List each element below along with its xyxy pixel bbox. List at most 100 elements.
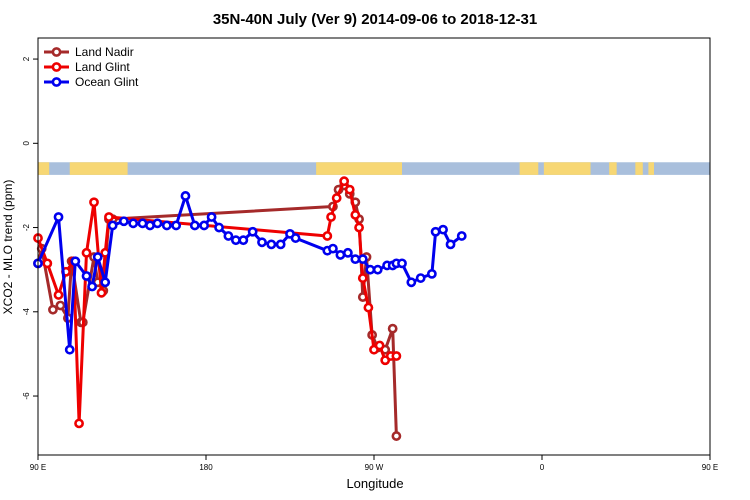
data-point	[326, 212, 336, 222]
data-point	[89, 197, 99, 208]
x-tick-label: 180	[199, 463, 213, 472]
data-point	[438, 224, 448, 235]
data-point	[372, 264, 383, 275]
data-point	[81, 247, 92, 258]
legend-marker	[51, 62, 62, 72]
data-point	[223, 231, 234, 241]
series-ocean-glint	[33, 191, 467, 355]
plot-frame	[37, 37, 711, 456]
x-axis: 90 E 180 90 W 0 90 E	[30, 455, 718, 472]
legend-marker	[51, 77, 62, 87]
data-point	[426, 268, 437, 279]
data-point	[365, 264, 376, 275]
data-point	[456, 231, 467, 241]
x-tick-label: 90 E	[30, 463, 46, 472]
chart-title: 35N-40N July (Ver 9) 2014-09-06 to 2018-…	[213, 11, 537, 28]
x-axis-label: Longitude	[346, 476, 403, 491]
y-tick-label: -6	[22, 392, 31, 400]
legend-item: Ocean Glint	[44, 75, 139, 89]
x-tick-label: 90 E	[702, 463, 718, 472]
data-point	[430, 226, 441, 237]
data-point	[64, 344, 75, 355]
data-point	[42, 258, 53, 269]
series-land-glint	[33, 176, 402, 429]
data-point	[328, 243, 338, 254]
data-point	[161, 220, 172, 231]
series-layer	[33, 176, 467, 441]
data-point	[206, 212, 217, 222]
land-span	[543, 162, 591, 175]
data-point	[406, 277, 417, 288]
data-point	[374, 340, 385, 351]
data-point	[214, 222, 224, 233]
data-point	[247, 226, 258, 237]
data-point	[290, 233, 301, 243]
data-point	[322, 231, 333, 241]
data-point	[137, 218, 148, 229]
data-point	[81, 271, 92, 281]
data-point	[350, 254, 361, 265]
data-point	[415, 273, 426, 283]
y-tick-label: -4	[22, 308, 31, 316]
data-point	[96, 287, 107, 298]
data-point	[92, 252, 103, 262]
data-point	[397, 258, 407, 269]
data-point	[118, 216, 129, 227]
data-point	[104, 212, 114, 222]
data-point	[339, 176, 350, 187]
data-point	[331, 193, 342, 203]
data-point	[100, 277, 111, 288]
land-span	[69, 162, 128, 175]
data-point	[152, 218, 163, 229]
x-tick-label: 90 W	[365, 463, 384, 472]
y-tick-label: 2	[22, 56, 31, 61]
legend-marker	[51, 47, 62, 57]
data-point	[180, 191, 191, 201]
data-point	[335, 250, 346, 260]
y-axis-label: XCO2 - MLO trend (ppm)	[1, 180, 15, 315]
land-span	[316, 162, 402, 175]
land-span	[635, 162, 643, 175]
series-line	[36, 194, 463, 352]
series-land-nadir	[33, 180, 402, 441]
x-tick-label: 0	[540, 463, 545, 472]
legend-label: Land Nadir	[75, 45, 134, 59]
data-point	[189, 220, 200, 231]
data-point	[357, 254, 368, 265]
legend-label: Land Glint	[75, 60, 130, 74]
y-axis: 2 0 -2 -4 -6	[22, 56, 38, 400]
land-span	[609, 162, 617, 175]
data-point	[171, 220, 182, 231]
data-point	[70, 256, 81, 267]
data-point	[53, 212, 64, 222]
data-point	[257, 237, 267, 248]
land-span	[519, 162, 539, 175]
data-point	[391, 351, 402, 361]
y-tick-label: 0	[22, 141, 31, 146]
legend-item: Land Nadir	[44, 45, 134, 59]
data-point	[387, 323, 398, 334]
data-point	[350, 210, 361, 220]
data-point	[74, 418, 84, 429]
data-point	[128, 218, 139, 229]
data-point	[275, 239, 286, 250]
data-point	[48, 304, 58, 315]
legend-item: Land Glint	[44, 60, 130, 74]
land-span	[648, 162, 654, 175]
data-point	[391, 431, 402, 441]
data-point	[354, 222, 364, 233]
data-point	[107, 220, 118, 231]
legend-label: Ocean Glint	[75, 75, 139, 89]
y-tick-label: -2	[22, 223, 31, 231]
data-point	[445, 239, 456, 250]
land-ocean-mask	[38, 162, 710, 175]
data-point	[53, 290, 64, 300]
data-point	[266, 239, 277, 250]
data-point	[342, 247, 353, 258]
data-point	[357, 273, 368, 283]
land-span	[38, 162, 50, 175]
data-point	[55, 300, 66, 311]
data-point	[230, 235, 241, 246]
